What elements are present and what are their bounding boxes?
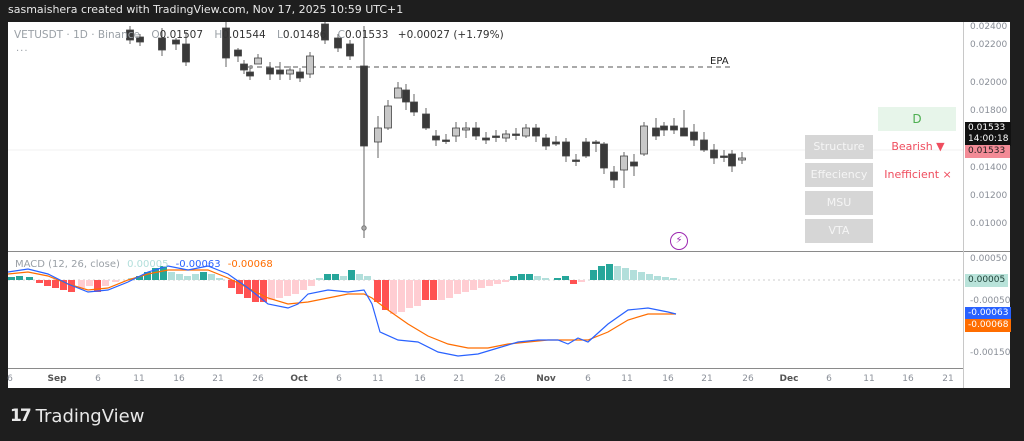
close-price-tag: 0.01533 (965, 145, 1010, 158)
time-axis-tick: Sep (47, 374, 67, 384)
time-axis-tick: 21 (453, 374, 465, 384)
structure-value: Bearish ▼ (891, 140, 945, 153)
structure-label: Structure (805, 135, 873, 159)
epa-label: EPA (710, 56, 729, 67)
change-value: +0.00027 (+1.79%) (397, 29, 504, 41)
high-value: 0.01544 (222, 29, 266, 41)
msu-label: MSU (805, 191, 873, 215)
tradingview-logo-icon: 17 (10, 406, 32, 426)
close-value: 0.01533 (345, 29, 389, 41)
time-axis-tick: 21 (701, 374, 713, 384)
pane-divider[interactable] (8, 251, 1010, 252)
efficiency-value: Inefficient × (884, 168, 952, 181)
time-axis-tick: 11 (133, 374, 145, 384)
price-axis-divider (963, 22, 964, 388)
time-axis-tick: 6 (95, 374, 101, 384)
macd-line-tag: -0.00063 (965, 307, 1012, 320)
time-axis-tick: 6 (336, 374, 342, 384)
time-axis-tick: 6 (7, 374, 13, 384)
low-value: 0.01486 (282, 29, 327, 41)
macd-line (8, 265, 677, 357)
time-axis-tick: 6 (585, 374, 591, 384)
time-axis-tick: Nov (536, 374, 556, 384)
efficiency-label: Effeciency (805, 163, 873, 187)
symbol-name[interactable]: VETUSDT · 1D · Binance (14, 29, 140, 41)
time-axis-tick: 21 (942, 374, 954, 384)
macd-hist-tag: 0.00005 (965, 274, 1009, 287)
time-axis[interactable]: 6 Sep 6 11 16 21 26 Oct 6 11 16 21 26 Nov 6 11 16 21 26 Dec… (7, 368, 963, 389)
macd-value: -0.00063 (175, 259, 221, 270)
time-axis-tick: 11 (621, 374, 633, 384)
attribution-text: sasmaishera created with TradingView.com… (8, 3, 404, 16)
open-value: 0.01507 (159, 29, 204, 41)
time-axis-tick: 16 (662, 374, 674, 384)
macd-signal-value: -0.00068 (227, 259, 273, 270)
time-axis-tick: 26 (742, 374, 754, 384)
chart-container[interactable]: VETUSDT · 1D · Binance O0.01507 H0.01544… (7, 22, 1012, 389)
macd-signal-line (8, 269, 676, 349)
time-axis-tick: 26 (494, 374, 506, 384)
last-price-tag: 0.01533 14:00:18 (965, 122, 1012, 146)
candles (126, 22, 746, 238)
tradingview-logo: 17 TradingView (10, 404, 144, 428)
timeframe-cell: D (878, 107, 956, 131)
time-axis-tick: 11 (863, 374, 875, 384)
lightning-icon[interactable]: ⚡ (670, 232, 688, 250)
top-bar: sasmaishera created with TradingView.com… (0, 0, 1024, 20)
time-axis-tick: 21 (212, 374, 224, 384)
time-axis-tick: 26 (252, 374, 264, 384)
macd-histogram (8, 264, 677, 314)
symbol-legend: VETUSDT · 1D · Binance O0.01507 H0.01544… (14, 29, 504, 41)
more-options-icon[interactable]: ··· (16, 46, 29, 57)
time-axis-tick: 16 (173, 374, 185, 384)
time-axis-tick: 16 (902, 374, 914, 384)
candlestick-chart[interactable] (8, 22, 963, 368)
macd-legend: MACD (12, 26, close) 0.00005 -0.00063 -0… (15, 259, 273, 270)
time-axis-tick: 16 (414, 374, 426, 384)
macd-title[interactable]: MACD (12, 26, close) (15, 259, 120, 270)
time-axis-tick: 11 (372, 374, 384, 384)
brand-name: TradingView (35, 405, 145, 427)
time-axis-tick: Oct (290, 374, 308, 384)
time-axis-tick: Dec (779, 374, 799, 384)
vta-label: VTA (805, 219, 873, 243)
macd-hist-value: 0.00005 (127, 259, 169, 270)
time-axis-tick: 6 (826, 374, 832, 384)
macd-signal-tag: -0.00068 (965, 319, 1012, 332)
bar-countdown: 14:00:18 (968, 134, 1009, 144)
